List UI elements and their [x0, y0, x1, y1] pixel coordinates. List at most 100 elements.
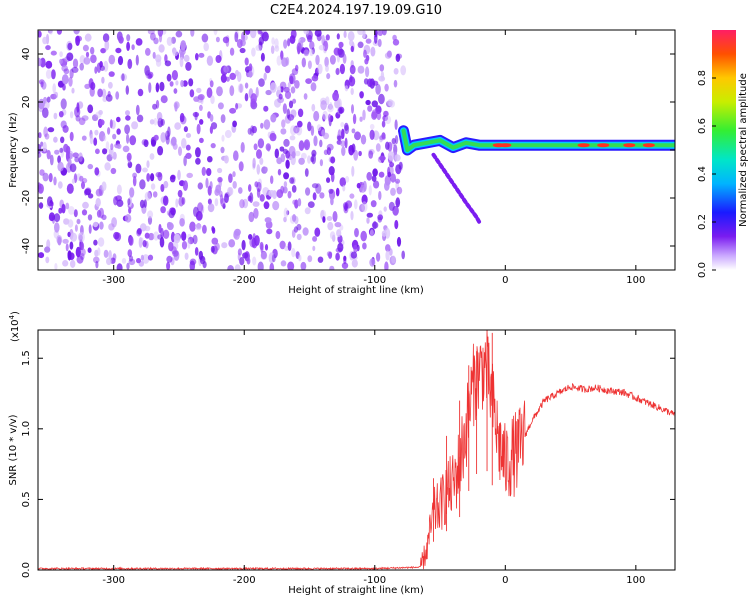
- noise-speckle: [127, 58, 133, 70]
- noise-speckle: [195, 157, 201, 165]
- noise-speckle: [365, 99, 371, 106]
- noise-speckle: [246, 257, 251, 265]
- noise-speckle: [353, 244, 358, 253]
- noise-speckle: [239, 199, 245, 209]
- noise-speckle: [311, 183, 319, 189]
- noise-speckle: [172, 142, 178, 150]
- noise-speckle: [392, 39, 400, 46]
- noise-speckle: [341, 128, 345, 140]
- noise-speckle: [310, 156, 315, 163]
- noise-speckle: [303, 139, 311, 151]
- noise-speckle: [305, 78, 312, 84]
- noise-speckle: [68, 76, 73, 87]
- noise-speckle: [179, 218, 185, 227]
- noise-speckle: [202, 224, 207, 234]
- noise-speckle: [45, 69, 52, 79]
- noise-speckle: [48, 172, 53, 183]
- noise-speckle: [38, 57, 42, 67]
- noise-speckle: [67, 250, 72, 261]
- noise-speckle: [337, 135, 342, 141]
- noise-speckle: [167, 222, 174, 231]
- noise-speckle: [50, 50, 57, 56]
- noise-speckle: [58, 111, 64, 118]
- noise-speckle: [237, 83, 244, 94]
- noise-speckle: [69, 163, 77, 173]
- noise-speckle: [99, 119, 105, 126]
- noise-speckle: [110, 148, 115, 158]
- y-tick-label: 0.0: [21, 562, 32, 578]
- noise-speckle: [327, 113, 332, 122]
- noise-speckle: [345, 176, 350, 183]
- noise-speckle: [116, 263, 123, 270]
- noise-speckle: [95, 188, 103, 197]
- noise-speckle: [129, 135, 137, 146]
- noise-speckle: [96, 209, 102, 218]
- noise-speckle: [203, 42, 209, 52]
- noise-speckle: [253, 143, 258, 151]
- noise-speckle: [225, 37, 230, 47]
- noise-speckle: [234, 264, 241, 270]
- noise-speckle: [222, 36, 230, 44]
- noise-speckle: [160, 95, 168, 104]
- noise-speckle: [62, 125, 69, 133]
- noise-speckle: [126, 133, 130, 144]
- noise-speckle: [324, 56, 329, 68]
- noise-speckle: [149, 119, 155, 125]
- noise-speckle: [247, 195, 252, 202]
- noise-speckle: [365, 66, 370, 78]
- noise-speckle: [65, 243, 69, 252]
- colorbar-tick-label: 0.4: [697, 166, 708, 182]
- noise-speckle: [387, 151, 395, 161]
- noise-speckle: [59, 58, 63, 65]
- noise-speckle: [136, 258, 141, 264]
- noise-speckle: [257, 138, 265, 149]
- noise-speckle: [128, 236, 134, 246]
- noise-speckle: [329, 265, 335, 270]
- noise-speckle: [362, 30, 366, 39]
- noise-speckle: [60, 98, 67, 110]
- noise-speckle: [288, 100, 294, 109]
- noise-speckle: [291, 151, 296, 159]
- noise-speckle: [87, 214, 93, 221]
- noise-speckle: [252, 201, 260, 207]
- snr-y-label: SNR (10 * v/v): [8, 414, 19, 485]
- noise-speckle: [286, 210, 290, 216]
- noise-speckle: [356, 182, 361, 189]
- noise-speckle: [354, 227, 359, 238]
- noise-speckle: [196, 87, 202, 94]
- noise-speckle: [209, 125, 213, 134]
- noise-speckle: [296, 233, 302, 241]
- noise-speckle: [353, 149, 359, 161]
- colorbar-tick-label: 0.6: [697, 118, 708, 134]
- noise-speckle: [189, 89, 195, 98]
- noise-speckle: [209, 114, 214, 122]
- noise-speckle: [139, 199, 145, 209]
- y-tick-label: 1.0: [21, 421, 32, 437]
- noise-speckle: [42, 107, 49, 119]
- noise-speckle: [336, 229, 342, 238]
- noise-speckle: [211, 237, 219, 245]
- noise-speckle: [263, 72, 267, 81]
- noise-speckle: [135, 104, 140, 116]
- noise-speckle: [109, 119, 113, 129]
- noise-speckle: [330, 156, 336, 164]
- noise-speckle: [131, 44, 135, 51]
- noise-speckle: [43, 126, 48, 138]
- noise-speckle: [42, 36, 48, 45]
- noise-speckle: [108, 250, 112, 260]
- noise-speckle: [112, 133, 117, 140]
- noise-speckle: [367, 105, 373, 112]
- noise-speckle: [148, 82, 152, 93]
- noise-speckle: [294, 150, 301, 157]
- noise-speckle: [93, 239, 98, 246]
- noise-speckle: [284, 245, 289, 251]
- noise-speckle: [100, 48, 106, 54]
- noise-speckle: [280, 128, 287, 135]
- noise-speckle: [264, 166, 268, 173]
- noise-speckle: [53, 112, 58, 120]
- noise-speckle: [178, 146, 182, 156]
- noise-speckle: [235, 102, 239, 110]
- noise-speckle: [329, 55, 336, 65]
- noise-speckle: [95, 111, 102, 118]
- noise-speckle: [51, 69, 56, 80]
